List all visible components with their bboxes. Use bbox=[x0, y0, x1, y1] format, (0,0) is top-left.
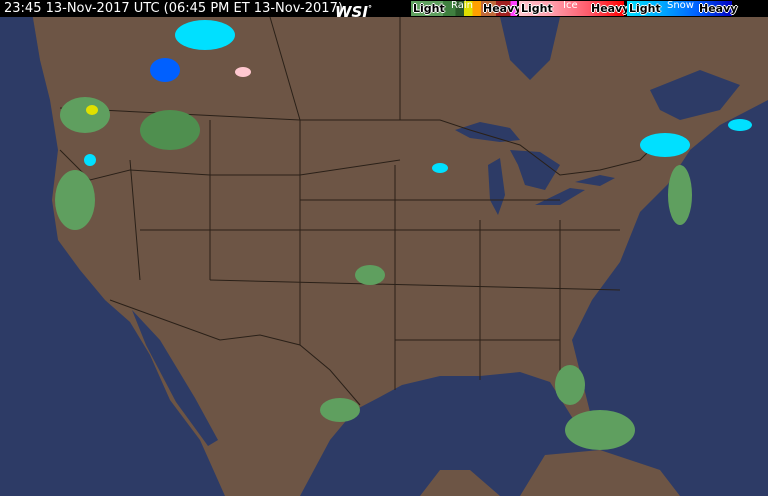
precip-snow bbox=[640, 133, 690, 157]
precip-rain bbox=[320, 398, 360, 422]
lake-huron bbox=[510, 150, 560, 190]
precip-rain bbox=[565, 410, 635, 450]
precip-rain bbox=[140, 110, 200, 150]
precip-rain bbox=[555, 365, 585, 405]
precip-snow bbox=[175, 20, 235, 50]
legend-rain-light: Light bbox=[413, 2, 445, 15]
precip-rain bbox=[86, 105, 98, 115]
lake-michigan bbox=[488, 158, 505, 215]
legend-snow-heavy: Heavy bbox=[699, 2, 738, 15]
legend-ice: Light Ice Heavy bbox=[519, 0, 629, 16]
legend-rain: Light Rain Heavy bbox=[411, 0, 521, 16]
precip-ice bbox=[235, 67, 251, 77]
lake-superior bbox=[455, 122, 520, 142]
legend-rain-title: Rain bbox=[451, 0, 473, 11]
hudson-bay bbox=[500, 17, 560, 80]
precip-snow bbox=[728, 119, 752, 131]
gulf-and-atlantic bbox=[300, 100, 768, 496]
legend-ice-title: Ice bbox=[563, 0, 578, 11]
precip-rain bbox=[55, 170, 95, 230]
legend-snow: Light Snow Heavy bbox=[627, 0, 737, 16]
legend-snow-light: Light bbox=[629, 2, 661, 15]
radar-echoes bbox=[55, 20, 752, 450]
logo-text: WSI bbox=[335, 3, 368, 21]
precip-snow bbox=[432, 163, 448, 173]
legend-rain-heavy: Heavy bbox=[483, 2, 522, 15]
precip-rain bbox=[60, 97, 110, 133]
precip-rain bbox=[668, 165, 692, 225]
precip-snow bbox=[150, 58, 180, 82]
gulf-of-st-lawrence bbox=[650, 70, 740, 120]
logo-mark: ° bbox=[367, 4, 372, 13]
wsi-logo: WSI° bbox=[335, 0, 372, 21]
lake-erie bbox=[535, 188, 585, 205]
timestamp: 23:45 13-Nov-2017 UTC (06:45 PM ET 13-No… bbox=[4, 1, 343, 16]
precip-snow bbox=[84, 154, 96, 166]
gulf-of-california bbox=[132, 310, 218, 446]
legend-snow-title: Snow bbox=[667, 0, 694, 11]
pacific-ocean bbox=[0, 0, 225, 496]
legend-ice-heavy: Heavy bbox=[591, 2, 630, 15]
precip-rain bbox=[355, 265, 385, 285]
lake-ontario bbox=[575, 175, 615, 186]
legend-ice-light: Light bbox=[521, 2, 553, 15]
header-bar: 23:45 13-Nov-2017 UTC (06:45 PM ET 13-No… bbox=[0, 0, 768, 21]
